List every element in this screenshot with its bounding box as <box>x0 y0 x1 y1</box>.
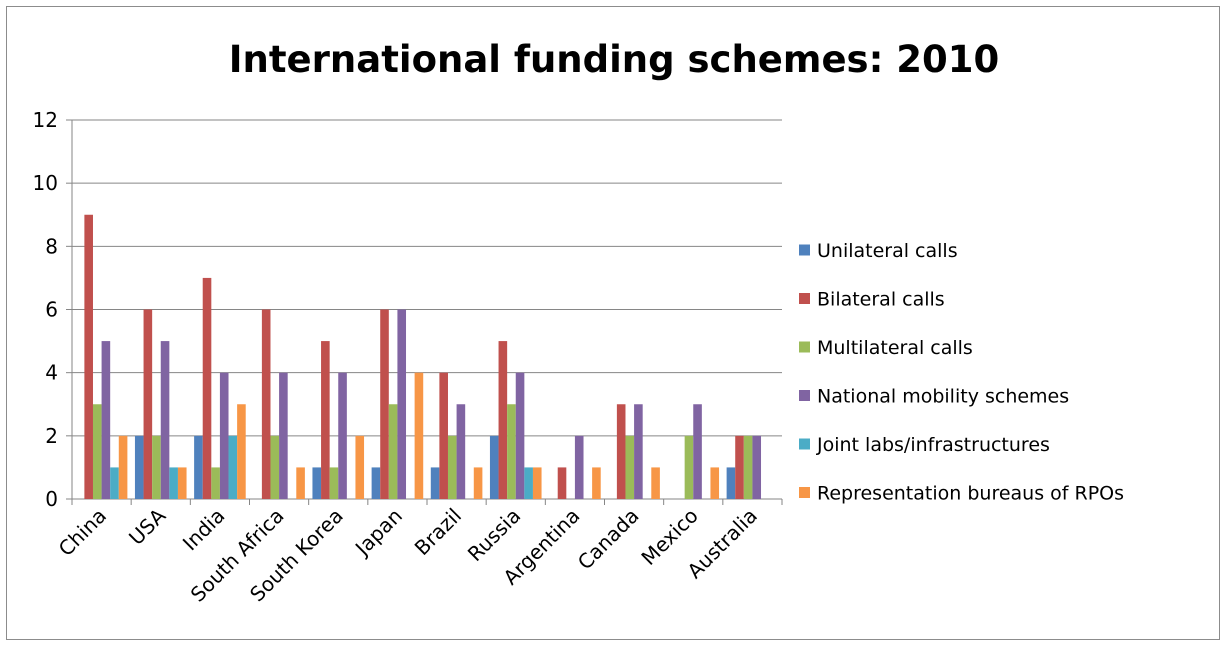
bar <box>735 435 744 499</box>
bar <box>321 341 330 499</box>
bar <box>296 467 305 499</box>
bar <box>177 467 187 499</box>
legend-swatch <box>799 244 810 256</box>
y-tick-label: 4 <box>45 361 58 385</box>
bar <box>152 435 161 499</box>
bar <box>194 435 203 499</box>
bar <box>473 467 483 499</box>
bar <box>710 467 720 499</box>
bar <box>160 341 170 499</box>
bar <box>651 467 660 499</box>
x-tick-label: China <box>54 504 111 561</box>
bar <box>507 404 516 499</box>
legend-label: Joint labs/infrastructures <box>816 434 1050 456</box>
x-tick-label: India <box>178 504 230 556</box>
bar <box>498 341 508 499</box>
bar <box>371 467 381 499</box>
legend-label: Multilateral calls <box>817 337 973 359</box>
bar <box>329 467 339 499</box>
bar <box>202 277 212 499</box>
x-tick-label: Japan <box>349 504 407 562</box>
bar <box>134 435 144 499</box>
bar <box>456 404 466 499</box>
bar <box>279 372 288 499</box>
bar <box>625 435 635 499</box>
bar <box>261 309 271 499</box>
bar <box>634 404 643 499</box>
bar <box>752 435 762 499</box>
bar <box>489 435 499 499</box>
bar <box>338 372 347 499</box>
bar <box>592 467 601 499</box>
legend-swatch <box>799 487 810 498</box>
bar <box>388 404 398 499</box>
bar <box>447 435 457 499</box>
bar <box>524 467 533 499</box>
bar <box>237 404 246 499</box>
legend-label: National mobility schemes <box>817 386 1069 408</box>
bar <box>118 435 128 499</box>
legend-label: Unilateral calls <box>817 240 958 262</box>
bar <box>380 309 389 499</box>
bar <box>270 435 280 499</box>
legend-swatch <box>799 390 810 401</box>
y-tick-label: 10 <box>33 171 58 195</box>
legend-swatch <box>799 341 810 353</box>
bar <box>219 372 229 499</box>
bar <box>726 467 736 499</box>
bar <box>532 467 542 499</box>
bar <box>684 435 694 499</box>
bar <box>169 467 178 499</box>
bar <box>743 435 753 499</box>
bar <box>143 309 153 499</box>
bar <box>414 372 424 499</box>
legend-swatch <box>799 438 810 450</box>
y-tick-label: 12 <box>33 108 58 132</box>
bar <box>430 467 440 499</box>
bar <box>557 467 567 499</box>
x-tick-label: USA <box>124 503 170 549</box>
bar <box>228 435 238 499</box>
bar <box>693 404 702 499</box>
bar <box>515 372 525 499</box>
legend-swatch <box>799 293 810 304</box>
bar <box>397 309 407 499</box>
bar <box>439 372 448 499</box>
legend-label: Representation bureaus of RPOs <box>817 483 1124 505</box>
bar <box>92 404 102 499</box>
bar <box>355 435 365 499</box>
bar <box>312 467 322 499</box>
chart-title: International funding schemes: 2010 <box>228 38 1000 81</box>
bar <box>84 214 93 499</box>
legend-label: Bilateral calls <box>817 289 945 311</box>
y-tick-label: 2 <box>45 424 58 448</box>
y-tick-label: 0 <box>45 487 58 511</box>
bar <box>616 404 626 499</box>
bar <box>574 435 584 499</box>
x-tick-label: Canada <box>573 504 644 575</box>
bar <box>101 341 111 499</box>
bar <box>110 467 119 499</box>
bar <box>211 467 220 499</box>
y-tick-label: 6 <box>45 298 58 322</box>
x-tick-label: Brazil <box>410 504 466 560</box>
y-tick-label: 8 <box>45 234 58 258</box>
